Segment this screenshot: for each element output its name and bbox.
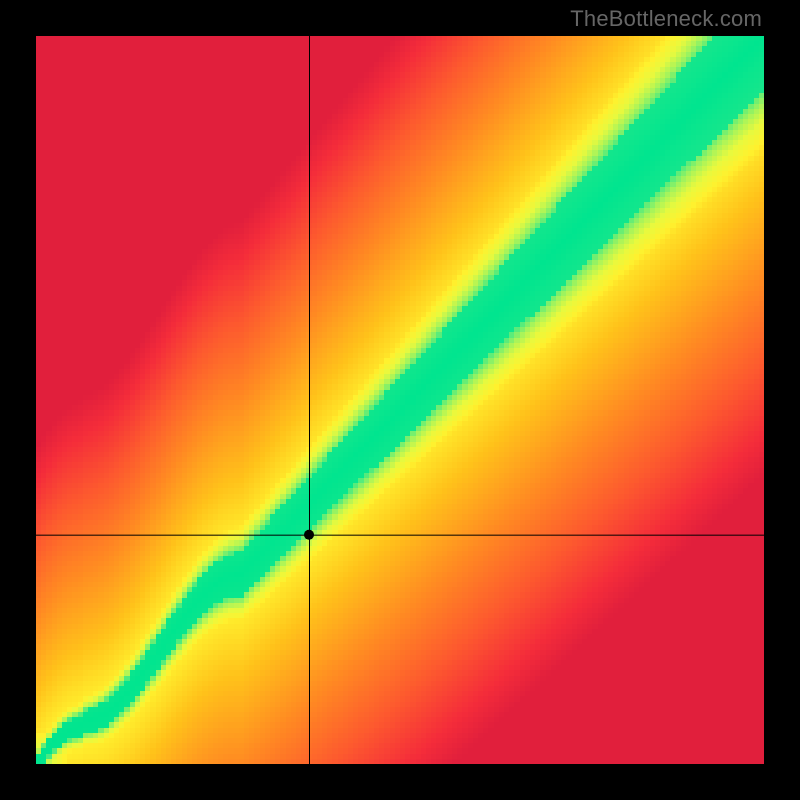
watermark-text: TheBottleneck.com	[570, 6, 762, 32]
bottleneck-heatmap	[36, 36, 764, 764]
heatmap-canvas	[36, 36, 764, 764]
